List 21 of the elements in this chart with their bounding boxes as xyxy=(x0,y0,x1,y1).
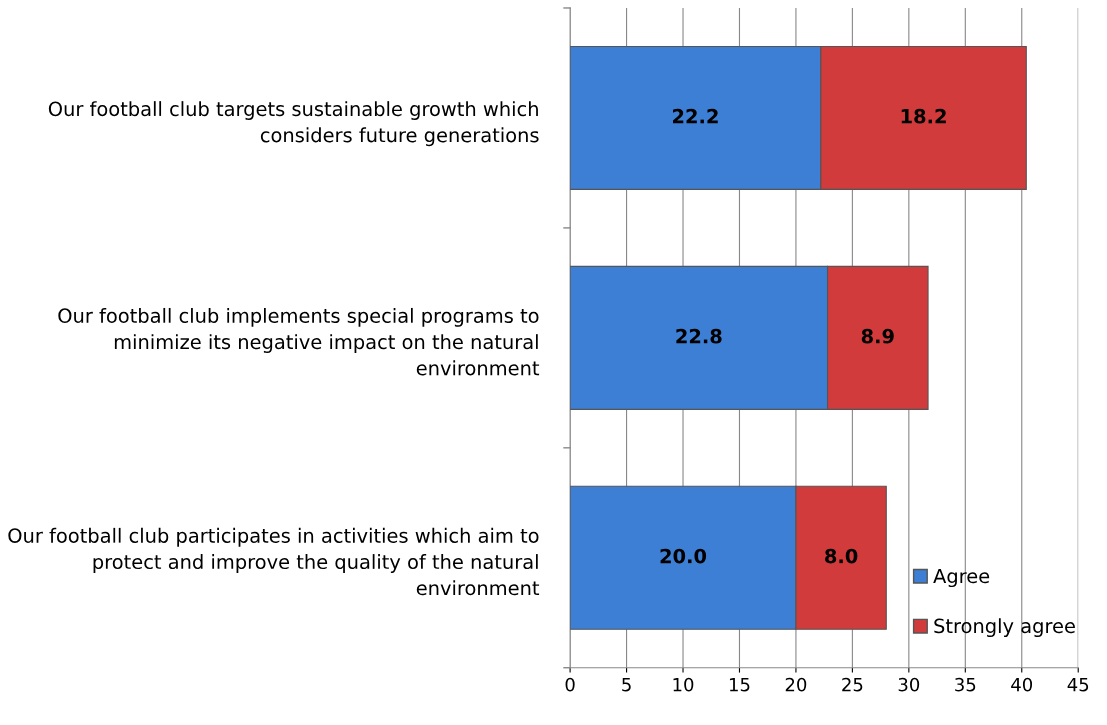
x-tick-label: 35 xyxy=(955,677,976,692)
data-label: 18.2 xyxy=(901,108,946,124)
y-tick-label: Our football club participates in activities which aim to protect and improve the quality of the natural environment xyxy=(8,527,540,596)
legend-label: Agree xyxy=(933,568,990,588)
x-tick-label: 30 xyxy=(898,677,920,692)
y-tick-label: Our football club targets sustainable growth which considers future generations xyxy=(48,101,539,147)
y-tick-label: Our football club implements special programs to minimize its negative impact on the natural environment xyxy=(58,307,540,376)
data-label: 22.2 xyxy=(672,108,718,124)
legend-label: Strongly agree xyxy=(934,618,1075,638)
x-tick-label: 20 xyxy=(785,677,807,692)
data-label: 8.9 xyxy=(861,328,894,344)
x-tick-label: 5 xyxy=(622,678,631,692)
x-tick-label: 10 xyxy=(673,677,694,692)
data-label: 22.8 xyxy=(676,328,722,344)
x-tick-label: 40 xyxy=(1011,677,1033,692)
x-tick-label: 0 xyxy=(565,677,575,692)
data-label: 8.0 xyxy=(825,548,858,564)
x-tick-label: 15 xyxy=(729,678,750,692)
x-tick-label: 25 xyxy=(842,677,863,692)
data-label: 20.0 xyxy=(660,548,707,564)
x-tick-label: 45 xyxy=(1067,678,1089,692)
